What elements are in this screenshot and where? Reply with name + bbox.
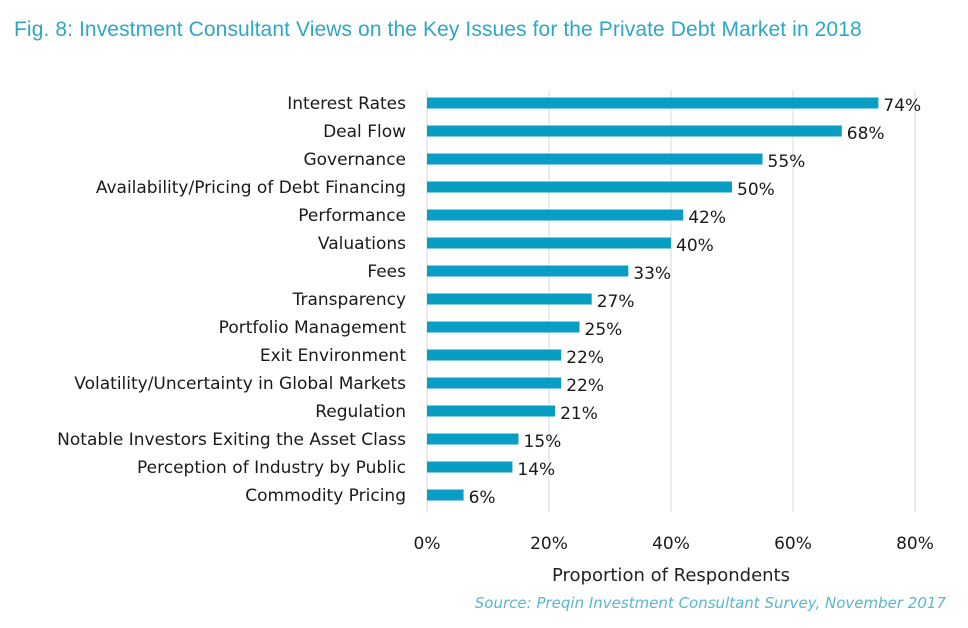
value-label: 50% (737, 180, 775, 200)
x-axis-title: Proportion of Respondents (552, 565, 790, 586)
x-tick-label: 20% (530, 534, 568, 554)
bars (427, 97, 879, 501)
bar (427, 433, 519, 445)
category-label: Deal Flow (323, 122, 406, 142)
category-label: Valuations (318, 234, 406, 254)
value-label: 27% (597, 292, 635, 312)
category-label: Transparency (292, 290, 406, 310)
category-label: Volatility/Uncertainty in Global Markets (74, 374, 406, 394)
value-label: 14% (517, 460, 555, 480)
bar (427, 377, 562, 389)
category-label: Performance (298, 206, 406, 226)
bar (427, 125, 842, 137)
x-tick-labels: 0% 20% 40% 60% 80% (414, 534, 934, 554)
x-tick-label: 40% (652, 534, 690, 554)
x-tick-label: 80% (896, 534, 934, 554)
bar (427, 237, 671, 249)
category-label: Governance (303, 150, 406, 170)
bar (427, 405, 556, 417)
bar (427, 461, 513, 473)
category-label: Perception of Industry by Public (137, 458, 406, 478)
value-label: 15% (524, 432, 562, 452)
value-label: 22% (566, 376, 604, 396)
bar (427, 265, 629, 277)
category-label: Exit Environment (260, 346, 406, 366)
value-label: 55% (768, 152, 806, 172)
value-label: 21% (560, 404, 598, 424)
bar (427, 293, 592, 305)
bar (427, 349, 562, 361)
value-labels: 74% 68% 55% 50% 42% 40%33% 27% 25% 22% 22% 21% 15% 1… (469, 96, 922, 508)
value-label: 22% (566, 348, 604, 368)
bar (427, 321, 580, 333)
x-tick-label: 60% (774, 534, 812, 554)
bar (427, 97, 879, 109)
value-label: 42% (688, 208, 726, 228)
x-tick-label: 0% (414, 534, 441, 554)
value-label: 33% (633, 264, 671, 284)
source-note: Source: Preqin Investment Consultant Sur… (474, 594, 946, 612)
category-label: Interest Rates (287, 94, 406, 114)
value-label: 25% (585, 320, 623, 340)
value-label: 6% (469, 488, 496, 508)
bar (427, 181, 732, 193)
category-label: Portfolio Management (219, 318, 407, 338)
value-label: 68% (847, 124, 885, 144)
category-label: Notable Investors Exiting the Asset Clas… (57, 430, 406, 450)
value-label: 40% (676, 236, 714, 256)
category-label: Commodity Pricing (245, 486, 406, 506)
value-label: 74% (883, 96, 921, 116)
bar (427, 153, 763, 165)
category-label: Availability/Pricing of Debt Financing (96, 178, 406, 198)
category-labels: Interest Rates Deal Flow Governance Availab… (57, 94, 406, 506)
chart-title: Fig. 8: Investment Consultant Views on t… (14, 18, 862, 41)
bar (427, 209, 684, 221)
category-label: Regulation (315, 402, 406, 422)
category-label: Fees (367, 262, 406, 282)
bar (427, 489, 464, 501)
